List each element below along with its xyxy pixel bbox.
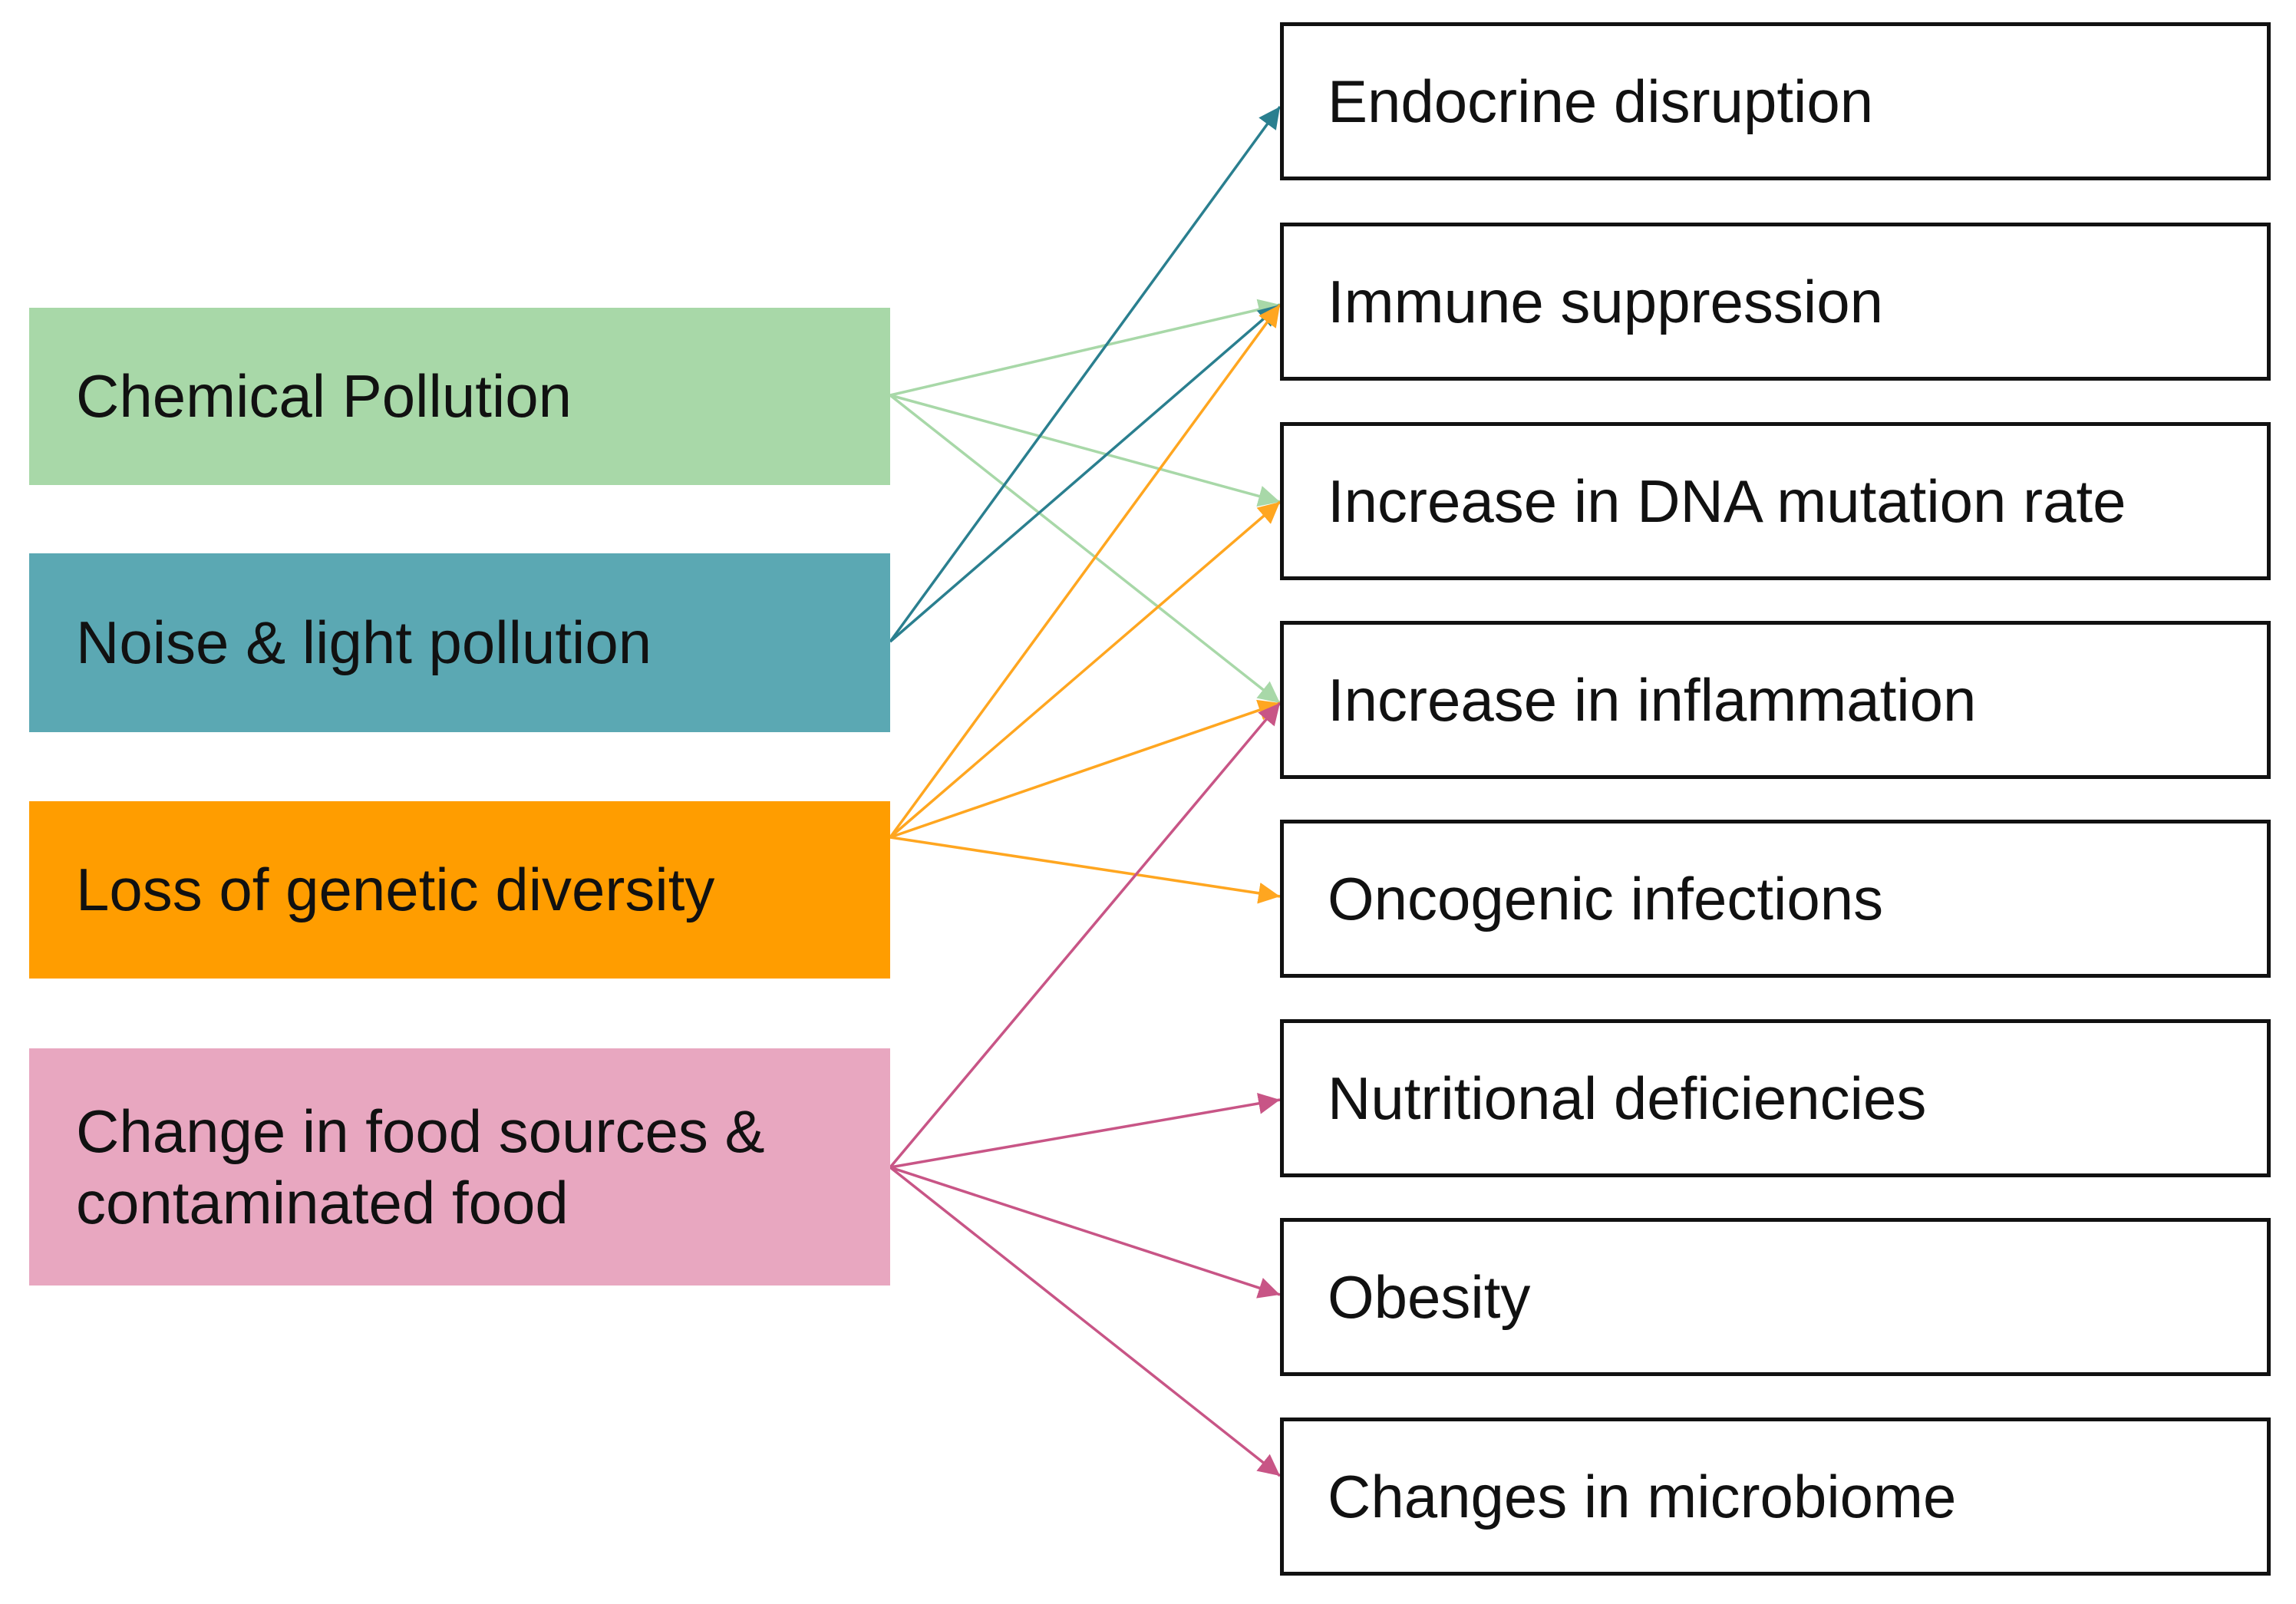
effect-box-label: Increase in DNA mutation rate [1328,467,2126,535]
effect-box: Endocrine disruption [1280,22,2271,180]
arrow [889,699,1281,839]
source-box: Chemical Pollution [29,308,890,485]
effect-box-label: Oncogenic infections [1328,864,1884,932]
arrow [889,105,1282,643]
effect-box-label: Immune suppression [1328,267,1884,335]
arrow [889,500,1282,839]
arrow [889,303,1282,643]
source-box: Change in food sources & contaminated fo… [29,1048,890,1286]
arrow [889,303,1282,839]
arrow [889,394,1281,507]
source-box-label: Change in food sources & contaminated fo… [76,1097,765,1236]
effect-box: Nutritional deficiencies [1280,1019,2271,1177]
effect-box: Oncogenic infections [1280,820,2271,978]
arrow [889,394,1282,705]
source-box: Loss of genetic diversity [29,801,890,979]
effect-box: Increase in inflammation [1280,621,2271,779]
source-box-label: Noise & light pollution [76,609,652,677]
effect-box-label: Increase in inflammation [1328,665,1977,734]
arrow [889,1092,1281,1169]
effect-box-label: Changes in microbiome [1328,1462,1957,1530]
effect-box: Changes in microbiome [1280,1418,2271,1576]
arrow [889,836,1281,904]
arrow [889,1166,1281,1299]
effect-box: Immune suppression [1280,223,2271,381]
effect-box: Obesity [1280,1218,2271,1376]
source-box-label: Loss of genetic diversity [76,856,715,924]
effect-box-label: Endocrine disruption [1328,67,1874,135]
arrow [889,701,1282,1169]
source-box-label: Chemical Pollution [76,362,572,431]
arrow [889,299,1281,397]
effect-box-label: Obesity [1328,1262,1531,1331]
arrow [889,1166,1282,1477]
effect-box-label: Nutritional deficiencies [1328,1064,1927,1132]
effect-box: Increase in DNA mutation rate [1280,422,2271,580]
source-box: Noise & light pollution [29,553,890,732]
